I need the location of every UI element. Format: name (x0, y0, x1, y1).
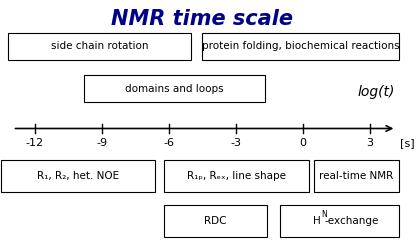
Text: 0: 0 (299, 138, 306, 148)
Text: N: N (321, 210, 327, 219)
Text: log(t): log(t) (358, 85, 395, 99)
Text: -6: -6 (163, 138, 174, 148)
FancyBboxPatch shape (280, 205, 399, 237)
Text: -12: -12 (26, 138, 44, 148)
FancyBboxPatch shape (84, 75, 265, 102)
Text: domains and loops: domains and loops (125, 84, 223, 93)
FancyBboxPatch shape (164, 160, 309, 192)
Text: R₁, R₂, het. NOE: R₁, R₂, het. NOE (37, 171, 119, 181)
FancyBboxPatch shape (8, 33, 191, 60)
FancyBboxPatch shape (164, 205, 267, 237)
FancyBboxPatch shape (314, 160, 399, 192)
Text: R₁ₚ, Rₑₓ, line shape: R₁ₚ, Rₑₓ, line shape (187, 171, 286, 181)
Text: side chain rotation: side chain rotation (51, 41, 148, 51)
FancyBboxPatch shape (202, 33, 399, 60)
Text: -3: -3 (230, 138, 241, 148)
Text: RDC: RDC (204, 216, 227, 226)
FancyBboxPatch shape (1, 160, 155, 192)
Text: NMR time scale: NMR time scale (111, 9, 293, 29)
Text: [s]: [s] (400, 138, 414, 148)
Text: 3: 3 (366, 138, 373, 148)
Text: -9: -9 (96, 138, 108, 148)
Text: H: H (313, 216, 321, 226)
Text: protein folding, biochemical reactions: protein folding, biochemical reactions (202, 41, 399, 51)
Text: -exchange: -exchange (324, 216, 379, 226)
Text: real-time NMR: real-time NMR (319, 171, 393, 181)
